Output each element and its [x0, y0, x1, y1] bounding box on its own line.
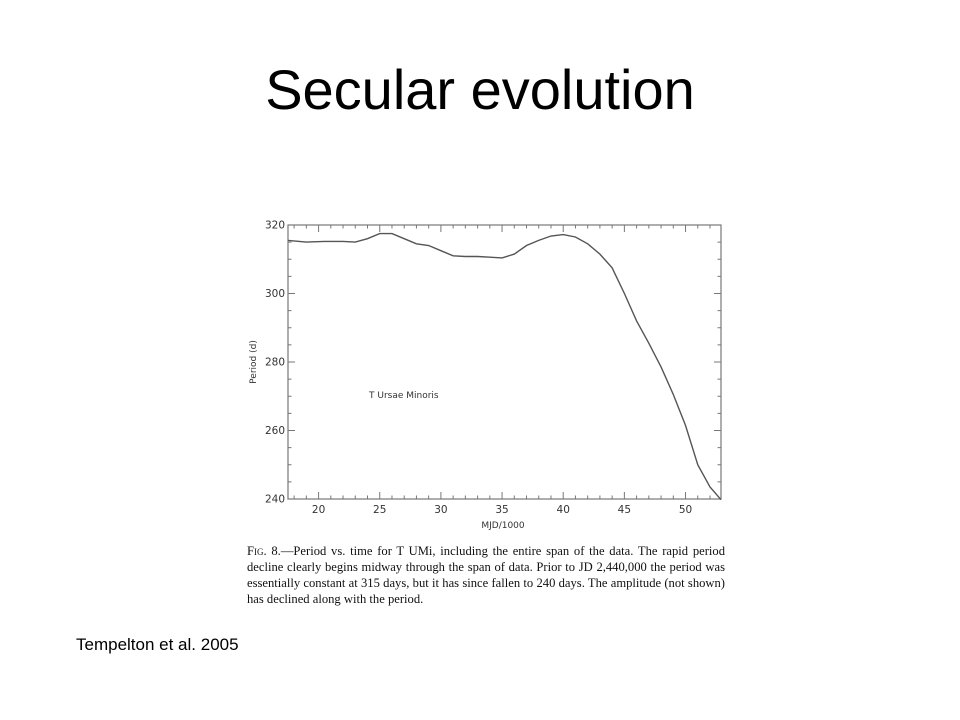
plot-frame: [287, 224, 722, 500]
chart-annotation: T Ursae Minoris: [368, 391, 439, 401]
x-tick-label: 35: [495, 504, 508, 516]
y-tick-label: 300: [265, 288, 285, 300]
y-axis-label: Period (d): [249, 340, 259, 384]
y-tick-label: 260: [265, 425, 285, 437]
y-tick-label: 240: [265, 494, 285, 506]
x-tick-label: 45: [618, 504, 631, 516]
caption-lead: Fig. 8.: [247, 544, 281, 558]
y-tick-label: 320: [265, 220, 285, 232]
period-series-line: [287, 232, 722, 501]
x-axis-label: MJD/1000: [481, 521, 525, 531]
x-tick-label: 30: [434, 504, 447, 516]
y-tick-label: 280: [265, 357, 285, 369]
x-tick-label: 20: [312, 504, 325, 516]
x-tick-label: 40: [557, 504, 570, 516]
x-tick-label: 50: [679, 504, 692, 516]
caption-text: —Period vs. time for T UMi, including th…: [247, 544, 725, 606]
x-tick-label: 25: [373, 504, 386, 516]
period-chart: 20 25 30 35 40 45 50 240 260 280 300 320 Period (d)…: [249, 220, 722, 531]
ticks-layer: 20 25 30 35 40 45 50 240 260 280 300 320: [265, 220, 721, 516]
slide-title: Secular evolution: [265, 58, 695, 121]
figure-caption: Fig. 8.—Period vs. time for T UMi, inclu…: [247, 543, 725, 607]
citation: Tempelton et al. 2005: [76, 635, 239, 654]
